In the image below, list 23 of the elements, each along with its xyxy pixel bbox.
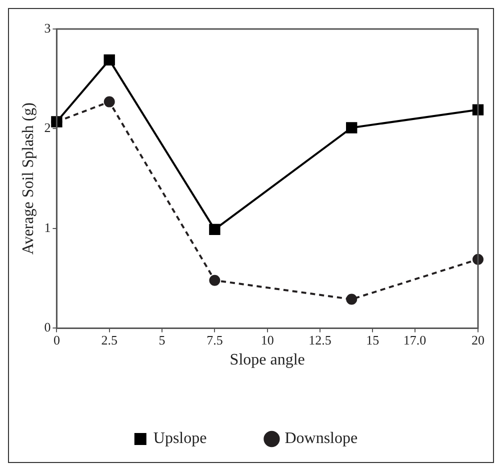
y-tick-label: 2 [44,120,51,136]
point [209,224,220,236]
x-tick-label: 10 [260,332,274,348]
x-tick-label: 2.5 [101,332,118,348]
point [472,104,484,116]
legend-label: Downslope [284,430,358,448]
x-axis-title: Slope angle [230,352,305,369]
y-tick-label: 1 [44,220,51,235]
point [104,54,115,66]
point [104,96,115,108]
y-axis-title: Average Soil Splash (g) [20,102,37,255]
y-tick-label: 3 [44,20,51,36]
x-tick-label: 5 [158,332,166,348]
point [209,274,220,286]
legend-label: Upslope [153,430,207,448]
x-tick-label: 15 [366,332,380,348]
x-tick-label: 12.5 [308,332,332,348]
x-tick-label: 7.5 [206,332,223,348]
point [346,122,358,134]
point [346,294,358,305]
x-tick-label: 20 [472,332,484,348]
y-tick-label: 0 [44,320,51,335]
x-tick-label: 17.0 [403,332,426,348]
